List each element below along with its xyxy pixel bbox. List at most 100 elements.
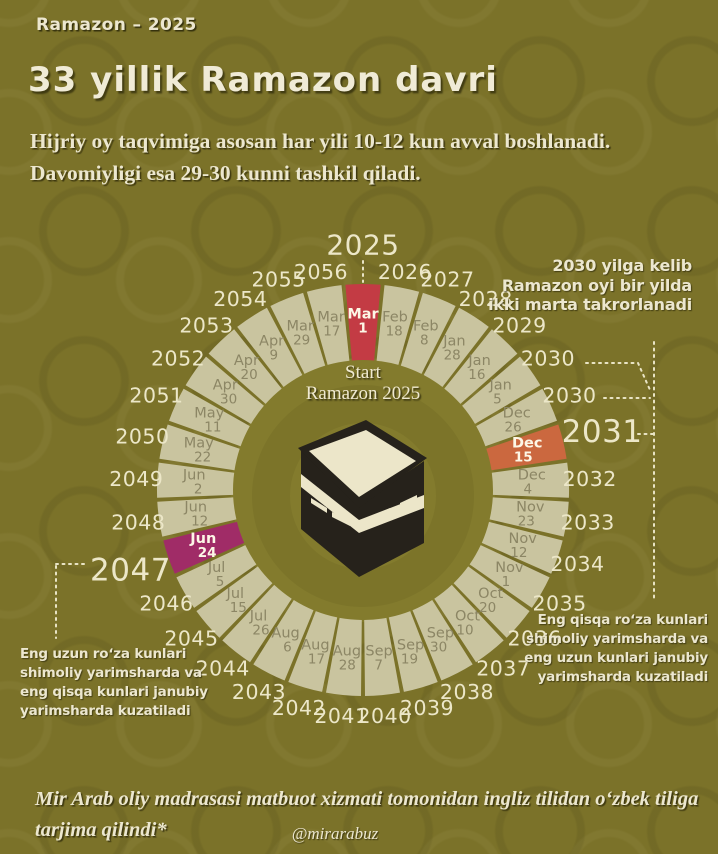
segment-month-2035: Nov: [495, 560, 524, 576]
ring-segment-2050-May: [159, 424, 240, 471]
segment-month-2043: Aug: [271, 626, 299, 642]
ring-segment-2049-Jun: [156, 462, 235, 498]
annotation-line: yarimsharda kuzatiladi: [20, 703, 191, 719]
annotation-line: yarimsharda kuzatiladi: [537, 669, 709, 685]
year-label-2027-2: 2027: [420, 267, 474, 291]
segment-month-2039: Sep: [397, 638, 424, 654]
annotation-shortest-days: Eng qisqa roʻza kunlari shimoliy yarimsh…: [524, 611, 708, 687]
ring-segment-2031-Dec: [486, 424, 567, 471]
ring-segment-2037-Oct: [434, 584, 504, 663]
annotation-longest-days: Eng uzun roʻza kunlari shimoliy yarimsha…: [20, 645, 208, 721]
ring-segment-2025-Mar: [345, 284, 381, 361]
annotation-line: Eng uzun roʻza kunlari: [20, 646, 187, 662]
dotted-connectors: [55, 260, 655, 639]
annotation-line: 2030 yilga kelib: [552, 256, 692, 275]
subtitle-line-2: Davomiyligi esa 29-30 kunni tashkil qila…: [30, 161, 421, 185]
ring-segment-2038-Sep: [412, 600, 473, 681]
subtitle: Hijriy oy taqvimiga asosan har yili 10-1…: [30, 125, 610, 189]
year-label-2034-10: 2034: [550, 552, 604, 576]
year-label-2026-1: 2026: [378, 260, 432, 284]
year-labels: 2025202620272028202920302030203120322033…: [90, 229, 643, 729]
year-label-2039-15: 2039: [400, 696, 454, 720]
segment-day-2054: 9: [270, 347, 279, 363]
kaaba-top-face: [309, 430, 416, 497]
kaaba-band-mark: [400, 495, 417, 508]
segment-month-2049: Jun: [182, 468, 206, 484]
year-label-2054-30: 2054: [213, 287, 267, 311]
ring-segment-2052-Apr: [185, 356, 264, 424]
segment-month-2053: Apr: [234, 353, 259, 369]
ring-segment-2027-Feb: [400, 292, 456, 374]
ring-segment-2044-Jul: [222, 584, 292, 663]
annotation-line: shimoliy yarimsharda va: [20, 665, 202, 681]
year-label-2048-24: 2048: [111, 510, 165, 534]
annotation-line: eng qisqa kunlari janubiy: [20, 684, 208, 700]
ring-segment-2045-Jul: [196, 566, 273, 638]
ring-segment-2034-Nov: [481, 521, 563, 574]
segment-month-2033: Nov: [516, 500, 545, 516]
ring-segment-2055-Mar: [270, 292, 326, 374]
segment-month-2052: Apr: [213, 378, 238, 394]
kaaba-left-face: [301, 447, 359, 577]
segment-day-2034: 12: [510, 545, 527, 561]
year-label-2053-29: 2053: [179, 314, 233, 338]
year-label-2056-32: 2056: [294, 260, 348, 284]
segment-day-2056: 17: [323, 324, 340, 340]
segment-month-2048: Jun: [183, 500, 207, 516]
year-label-2043-19: 2043: [232, 680, 286, 704]
footer-note-line-2: tarjima qilindi*: [35, 819, 167, 841]
ring-segment-2029-Jan: [444, 329, 518, 404]
ring-segment-2047-Jun: [163, 521, 245, 574]
segment-day-2050: 22: [194, 450, 211, 466]
year-label-2055-31: 2055: [252, 267, 306, 291]
footer-note-line-1: Mir Arab oliy madrasasi matbuot xizmati …: [35, 788, 699, 810]
year-label-2030-6: 2030: [542, 384, 596, 408]
ring-segment-2051-May: [169, 388, 250, 447]
footer-handle: @mirarabuz: [291, 824, 379, 843]
ring-segment-2033-Nov: [489, 497, 569, 537]
year-label-2030-5: 2030: [521, 346, 575, 370]
segment-month-2037: Oct: [455, 608, 480, 624]
year-label-2050-26: 2050: [115, 425, 169, 449]
year-label-2031-7: 2031: [562, 414, 643, 450]
page-title: 33 yillik Ramazon davri: [28, 60, 498, 100]
segment-month-2047: Jun: [189, 531, 216, 547]
year-label-2052-28: 2052: [151, 346, 205, 370]
year-label-2051-27: 2051: [129, 384, 183, 408]
segment-month-2029: Jan: [467, 353, 490, 369]
kaaba-band-mark: [311, 498, 327, 513]
ring-segment-2043-Aug: [253, 600, 314, 681]
year-label-2028-3: 2028: [459, 287, 513, 311]
annotation-line: shimoliy yarimsharda va: [526, 631, 708, 647]
segment-day-2040: 7: [374, 658, 383, 674]
segment-day-2048: 12: [191, 514, 208, 530]
segment-month-2030: Jan: [489, 378, 512, 394]
segment-month-2034: Nov: [509, 531, 538, 547]
segment-day-2031: 15: [514, 450, 533, 466]
year-label-2025-0: 2025: [326, 229, 399, 262]
segment-day-2037: 10: [456, 622, 473, 638]
ring-segment-2054-Apr: [237, 307, 303, 387]
center-start-line-2: Ramazon 2025: [305, 383, 421, 404]
segment-month-2045: Jul: [226, 586, 245, 602]
year-label-2040-16: 2040: [358, 704, 412, 728]
segment-month-2036: Oct: [478, 586, 503, 602]
segment-month-2025: Mar: [347, 307, 379, 323]
ring-segment-2040-Sep: [364, 617, 400, 696]
segment-month-2050: May: [184, 436, 214, 452]
segment-day-2039: 19: [401, 652, 418, 668]
ring-segment-2042-Aug: [288, 611, 338, 692]
ring-segment-2041-Aug: [326, 617, 362, 696]
segment-day-2027: 8: [420, 333, 429, 349]
segment-day-2045: 15: [230, 600, 247, 616]
header-kicker: Ramazon – 2025: [36, 15, 197, 35]
segment-day-2049: 2: [194, 482, 203, 498]
segment-month-2055: Mar: [287, 319, 314, 335]
year-label-2037-13: 2037: [476, 656, 530, 680]
segment-day-2035: 1: [502, 574, 511, 590]
ring-segment-2026-Feb: [376, 285, 420, 365]
segment-month-2044: Jul: [249, 608, 268, 624]
segment-day-2046: 5: [216, 574, 225, 590]
year-label-2047-23: 2047: [90, 553, 171, 589]
kaaba-band-right: [359, 495, 424, 533]
